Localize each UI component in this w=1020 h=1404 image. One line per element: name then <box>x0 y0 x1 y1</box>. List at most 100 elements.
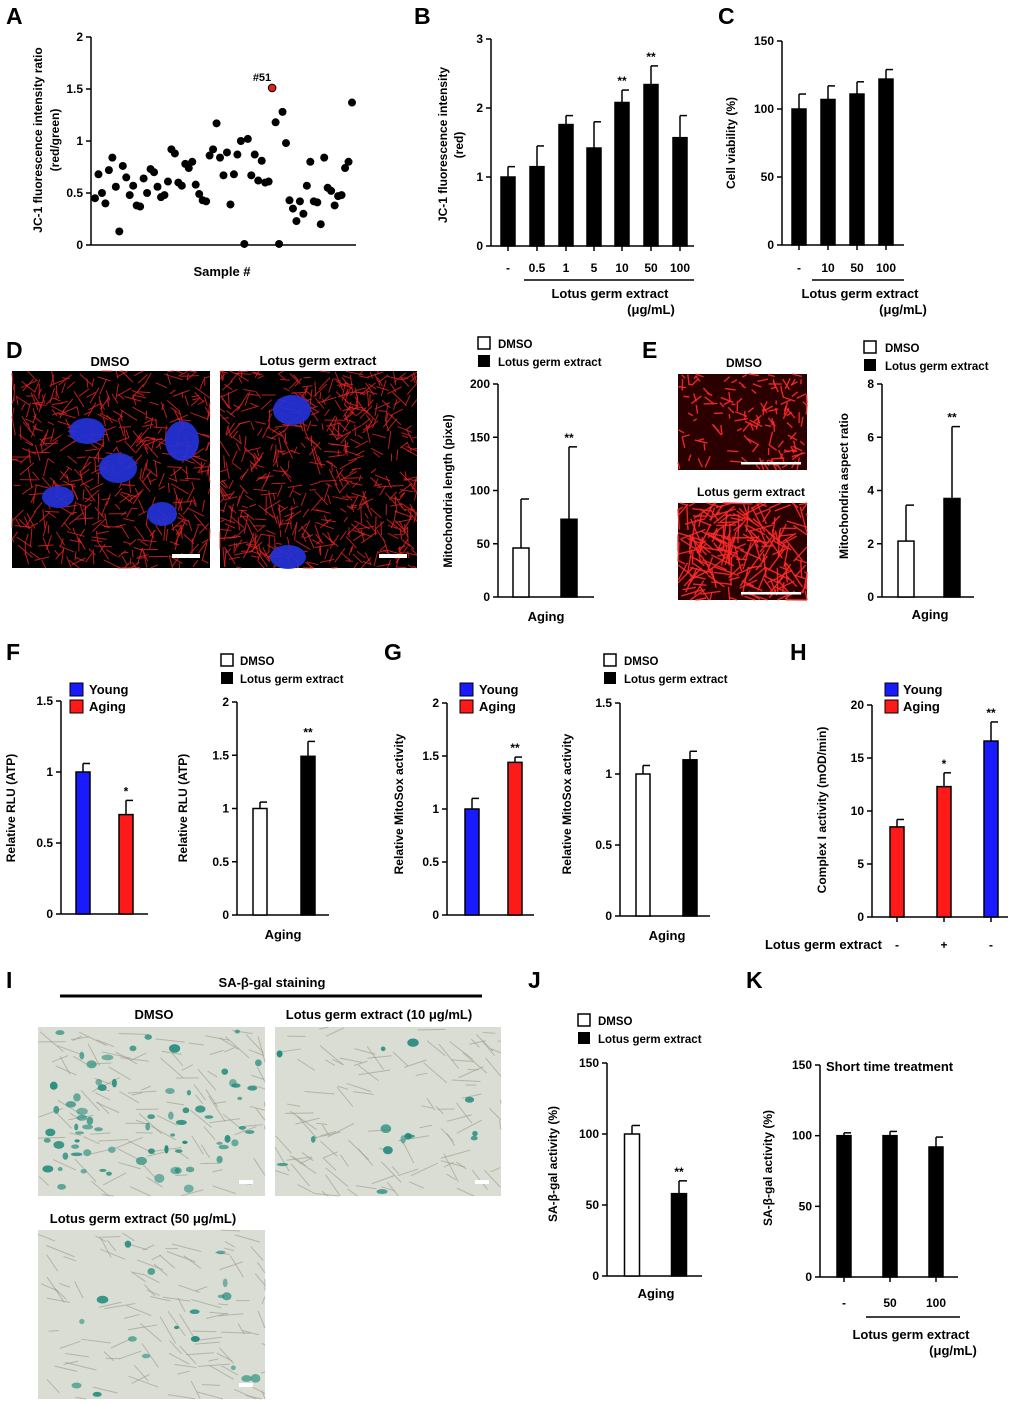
cell-outline <box>449 1041 474 1060</box>
legend-swatch-aging <box>459 699 474 714</box>
mitochondria-filament <box>790 381 798 386</box>
mitochondria-filament <box>21 485 34 495</box>
mitochondria-filament <box>82 502 92 511</box>
mitochondria-filament <box>219 498 225 503</box>
stained-cell <box>74 1139 80 1143</box>
mitochondria-filament <box>225 425 230 435</box>
mitochondria-filament <box>280 378 290 381</box>
mitochondria-filament <box>49 378 67 387</box>
y-tick-label: 1 <box>605 767 612 781</box>
mitochondria-filament <box>323 483 330 502</box>
mitochondria-filament <box>66 556 72 568</box>
data-point <box>236 137 245 145</box>
cell-outline <box>224 1247 235 1252</box>
stained-cell <box>57 1167 63 1172</box>
cell-outline <box>241 1329 260 1336</box>
mitochondria-filament <box>279 519 284 527</box>
bar <box>836 1134 852 1278</box>
mitochondria-filament <box>300 442 306 449</box>
mitochondria-filament <box>51 397 61 402</box>
mitochondria-filament <box>677 564 693 577</box>
cell-outline <box>166 1101 185 1106</box>
mitochondria-filament <box>786 421 793 429</box>
mitochondria-filament <box>154 460 158 478</box>
legend-swatch-lotus <box>221 672 233 684</box>
mitochondria-filament <box>242 544 252 559</box>
mitochondria-filament <box>369 371 374 379</box>
cell-outline <box>292 1156 307 1167</box>
y-tick-label: 0 <box>76 238 83 252</box>
mitochondria-filament <box>197 462 206 474</box>
mitochondria-filament <box>362 490 370 508</box>
cell-outline <box>313 1131 341 1139</box>
panel-letter-d: D <box>6 337 23 363</box>
mitochondria-filament <box>192 397 201 401</box>
x-tick-label: - <box>989 938 993 952</box>
mitochondria-filament <box>289 487 295 498</box>
mitochondria-filament <box>679 502 688 506</box>
mitochondria-filament <box>247 543 256 546</box>
cell-outline <box>91 1180 110 1197</box>
mitochondria-filament <box>224 523 236 529</box>
cell-outline <box>160 1057 184 1079</box>
mitochondria-filament <box>227 392 230 409</box>
cell-outline <box>340 1154 349 1167</box>
bar <box>791 108 807 246</box>
mitochondria-filament <box>753 414 762 423</box>
mitochondria-filament <box>405 425 412 431</box>
data-point <box>313 198 322 207</box>
mitochondria-filament <box>749 549 765 570</box>
data-point <box>153 182 162 191</box>
mitochondria-filament <box>240 468 249 481</box>
mitochondria-filament <box>94 507 105 519</box>
mitochondria-filament <box>713 505 735 525</box>
y-tick-label: 0 <box>805 1270 812 1284</box>
data-point <box>205 151 214 160</box>
mitochondria-filament <box>407 509 418 522</box>
mitochondria-filament <box>115 370 119 379</box>
bar <box>507 761 523 916</box>
mitochondria-filament <box>300 395 316 408</box>
mitochondria-filament <box>693 375 697 380</box>
cell-outline <box>381 1186 396 1192</box>
mitochondria-filament <box>241 447 247 463</box>
cell-outline <box>458 1066 484 1079</box>
mitochondria-filament <box>257 561 265 569</box>
mitochondria-filament <box>342 406 354 412</box>
mitochondria-filament <box>680 538 702 554</box>
mitochondria-filament <box>229 503 234 524</box>
y-tick-label: 50 <box>761 170 775 184</box>
bar <box>512 547 530 598</box>
nucleus <box>42 486 74 508</box>
mitochondria-filament <box>76 456 86 459</box>
stained-cell <box>76 1107 88 1115</box>
panel-letter-g: G <box>384 639 402 665</box>
mitochondria-filament <box>754 543 762 561</box>
mitochondria-filament <box>175 494 177 510</box>
mitochondria-filament <box>97 493 100 511</box>
mitochondria-filament <box>68 512 84 525</box>
mitochondria-filament <box>368 399 374 406</box>
mitochondria-filament <box>333 378 341 382</box>
mitochondria-filament <box>709 592 713 601</box>
stained-cell <box>62 1152 69 1160</box>
mitochondria-filament <box>774 530 780 545</box>
mitochondria-filament <box>796 393 807 399</box>
scale-bar <box>239 1180 253 1184</box>
mitochondria-filament <box>677 508 680 530</box>
mitochondria-filament <box>75 517 94 520</box>
mitochondria-filament <box>117 387 132 397</box>
bar-chart-g-young-aging: 00.511.52** <box>422 696 534 922</box>
mitochondria-filament <box>76 502 87 507</box>
mitochondria-filament <box>713 508 736 517</box>
bar <box>882 1134 898 1278</box>
mitochondria-filament <box>128 480 131 493</box>
mitochondria-filament <box>329 422 342 436</box>
cell-outline <box>115 1051 138 1065</box>
mitochondria-filament <box>293 446 298 454</box>
mitochondria-filament <box>33 427 43 432</box>
mitochondria-filament <box>401 446 413 454</box>
mitochondria-filament <box>343 417 356 424</box>
mitochondria-filament <box>29 551 40 560</box>
mitochondria-filament <box>351 504 355 513</box>
